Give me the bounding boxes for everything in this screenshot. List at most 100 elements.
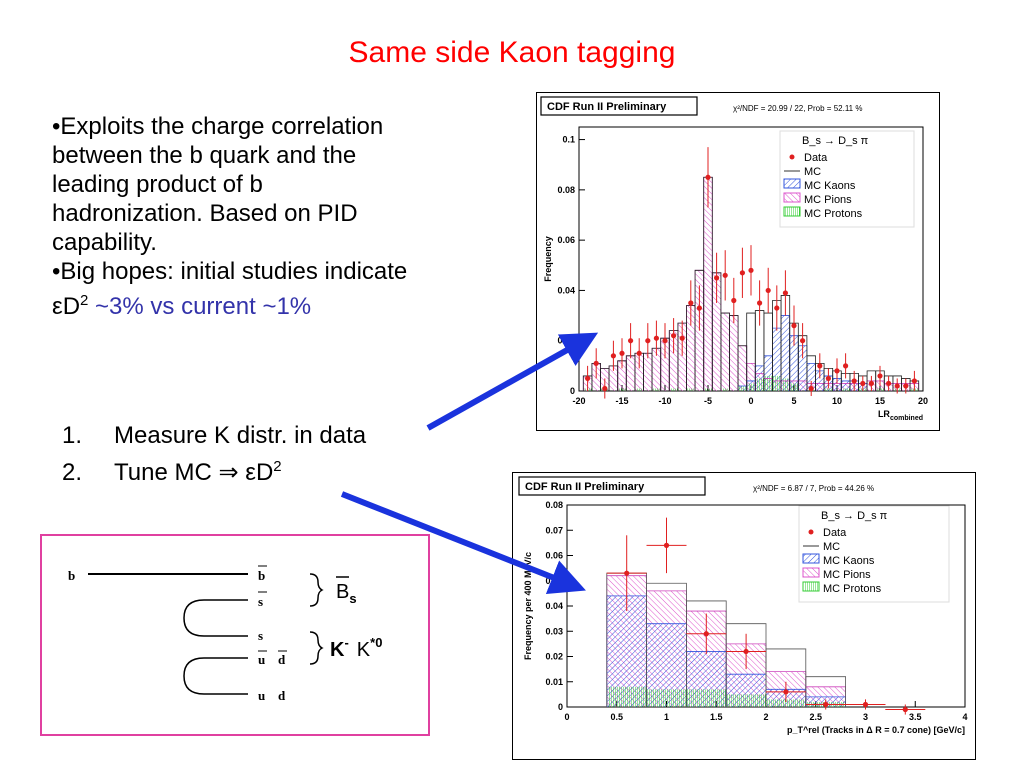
bar-mc-protons xyxy=(746,383,756,391)
data-point xyxy=(653,335,659,341)
x-tick-label: 0 xyxy=(748,396,753,406)
x-tick-label: 10 xyxy=(832,396,842,406)
superscript: 2 xyxy=(273,458,282,475)
step-number: 1. xyxy=(62,422,83,449)
legend-entry: Data xyxy=(823,527,847,539)
data-point xyxy=(624,570,630,576)
x-tick-label: 1.5 xyxy=(710,712,723,722)
data-point xyxy=(585,375,591,382)
step-item: 1. Measure K distr. in data xyxy=(62,420,366,451)
quark-label-b: b xyxy=(68,568,75,583)
legend-swatch-protons xyxy=(802,581,820,592)
data-point xyxy=(800,338,806,344)
chart-ptrel-svg: CDF Run II Preliminary χ²/NDF = 6.87 / 7,… xyxy=(518,476,968,735)
data-point xyxy=(743,648,749,655)
x-tick-label: 0 xyxy=(564,712,569,722)
bar-mc-protons xyxy=(646,689,687,707)
data-point xyxy=(808,385,814,392)
legend-entry: MC xyxy=(804,166,821,178)
bar-mc-pions xyxy=(712,272,721,391)
bar-mc-protons xyxy=(703,388,713,391)
bar-mc-pions xyxy=(617,360,627,391)
x-tick-label: -10 xyxy=(658,396,671,406)
bar-mc-protons xyxy=(781,378,790,391)
legend-swatch-kaons xyxy=(802,553,820,564)
y-tick-label: 0.04 xyxy=(557,285,575,295)
legend-swatch-pions xyxy=(802,567,820,578)
y-tick-label: 0.06 xyxy=(545,551,563,561)
data-point xyxy=(782,290,788,296)
data-point xyxy=(851,378,857,384)
bullet-text: •Exploits the charge correlation between… xyxy=(52,112,492,321)
meson-label-k: K- K*0 xyxy=(330,635,382,661)
bar-mc-protons xyxy=(766,699,806,707)
y-tick-label: 0 xyxy=(570,386,575,396)
bar-mc-protons xyxy=(763,375,773,391)
x-axis-label-sub: combined xyxy=(890,415,923,422)
x-tick-label: 2.5 xyxy=(809,712,822,722)
bullet-line: between the b quark and the xyxy=(52,142,357,169)
bar-mc-protons xyxy=(875,388,885,391)
bar-mc-protons xyxy=(755,378,764,391)
bar-mc-pions xyxy=(634,353,644,391)
data-point xyxy=(705,174,711,180)
quark-label: d xyxy=(278,688,286,703)
x-axis-label: LRcombined xyxy=(878,409,923,422)
x-tick-label: 3.5 xyxy=(909,712,922,722)
bar-mc-pions xyxy=(738,345,747,391)
chart-banner: CDF Run II Preliminary xyxy=(547,101,667,113)
y-axis-label: Frequency xyxy=(543,236,553,282)
bar-mc-protons xyxy=(789,383,799,391)
step-text: Measure K distr. in data xyxy=(114,422,367,449)
legend-box xyxy=(798,505,950,603)
legend-box xyxy=(779,130,915,228)
legend-title: B_s → D_s π xyxy=(802,135,869,147)
x-tick-label: -5 xyxy=(704,396,712,406)
data-point xyxy=(663,542,670,548)
chart-lr-combined: CDF Run II Preliminary χ²/NDF = 20.99 / 2… xyxy=(536,92,940,431)
data-point xyxy=(843,363,849,369)
chart-banner-box xyxy=(518,476,706,496)
data-point xyxy=(860,380,866,387)
x-tick-label: 1 xyxy=(664,712,669,722)
y-tick-label: 0.02 xyxy=(545,652,563,662)
y-tick-label: 0.02 xyxy=(557,336,575,346)
x-tick-label: 4 xyxy=(962,712,967,722)
step-item: 2. Tune MC ⇒ εD2 xyxy=(62,451,366,488)
x-tick-label: 20 xyxy=(918,396,928,406)
data-point xyxy=(894,383,900,389)
quark-label: d xyxy=(278,652,286,667)
legend-swatch-data xyxy=(808,529,814,535)
bullet-line: •Exploits the charge correlation xyxy=(52,113,384,140)
bar-mc-pions xyxy=(660,338,670,391)
data-point xyxy=(783,689,789,695)
data-point xyxy=(862,701,869,708)
data-point xyxy=(645,338,651,344)
bar-mc-protons xyxy=(738,385,747,391)
y-tick-label: 0.04 xyxy=(545,601,563,611)
x-tick-label: 3 xyxy=(863,712,868,722)
legend-swatch-data xyxy=(789,154,795,160)
data-point xyxy=(774,305,780,311)
data-point xyxy=(593,360,599,366)
bar-mc-kaons xyxy=(798,345,807,391)
bar-mc-protons xyxy=(686,388,696,391)
bar-mc-pions xyxy=(609,365,618,391)
data-point xyxy=(911,378,917,384)
bar-mc-protons xyxy=(606,686,647,707)
y-tick-label: 0.1 xyxy=(562,135,575,145)
brace-bs xyxy=(309,573,324,607)
step-number: 2. xyxy=(62,459,83,486)
chart-lr-combined-svg: CDF Run II Preliminary χ²/NDF = 20.99 / 2… xyxy=(540,96,928,422)
data-point xyxy=(619,350,625,356)
chart-ptrel: CDF Run II Preliminary χ²/NDF = 6.87 / 7,… xyxy=(512,472,976,760)
bar-mc-protons xyxy=(726,694,766,707)
y-tick-label: 0.08 xyxy=(557,185,575,195)
bar-mc-pions xyxy=(729,315,739,391)
meson-label-bs: Bs xyxy=(336,581,357,606)
data-point xyxy=(714,275,720,281)
data-point xyxy=(765,287,771,294)
legend-entry: Data xyxy=(804,152,828,164)
y-tick-label: 0.01 xyxy=(545,677,563,687)
bar-mc-protons xyxy=(686,689,727,707)
